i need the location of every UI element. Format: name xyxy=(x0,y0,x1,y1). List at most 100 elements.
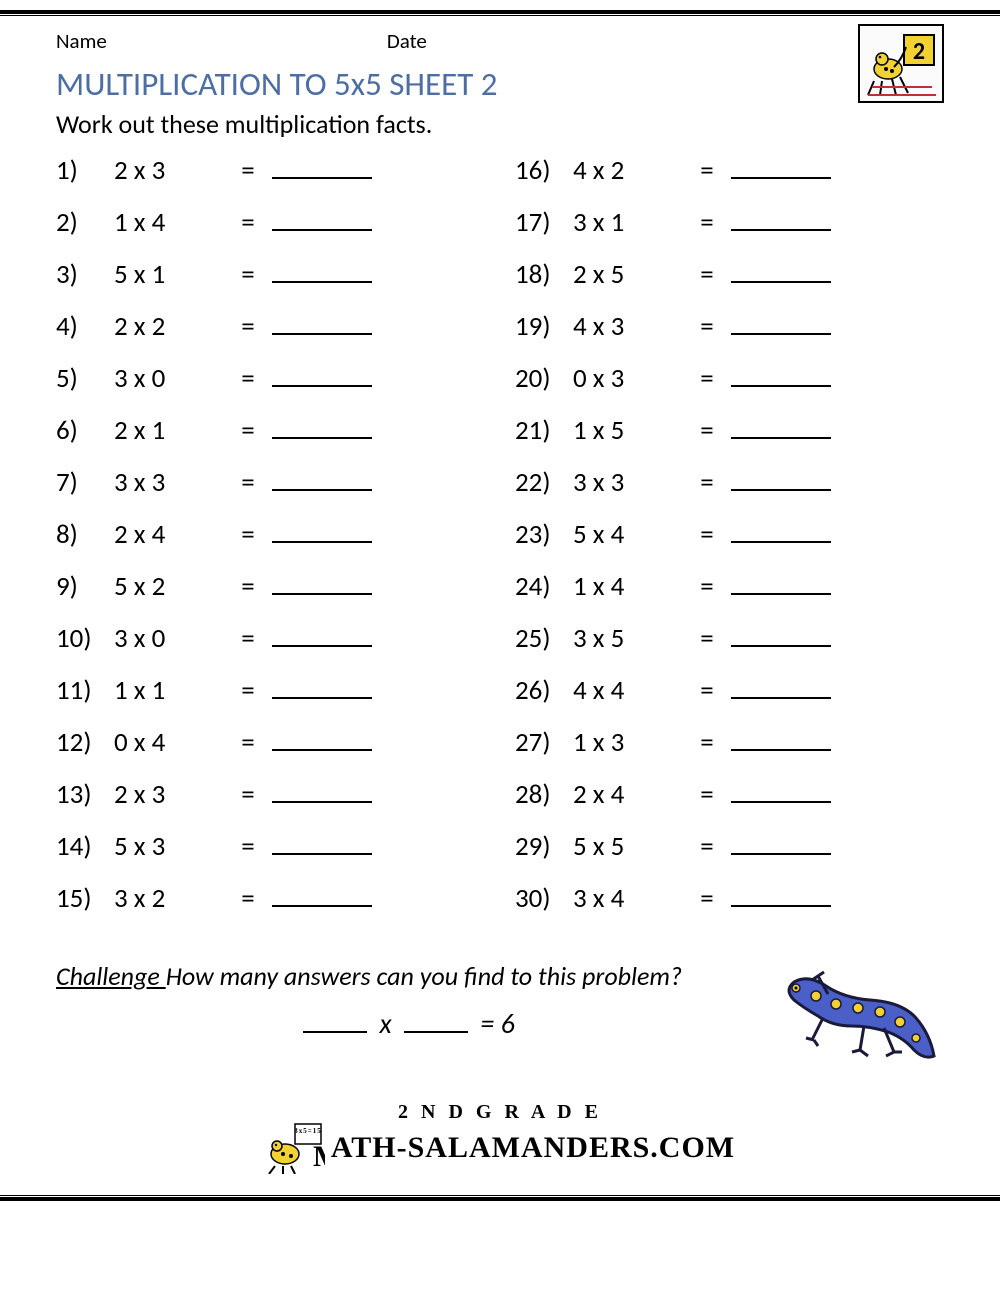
equals-sign: = xyxy=(224,622,272,655)
equals-sign: = xyxy=(683,310,731,343)
answer-blank[interactable] xyxy=(272,728,372,751)
problem-number: 4) xyxy=(56,310,114,343)
answer-blank[interactable] xyxy=(272,468,372,491)
problem-expression: 1 x 4 xyxy=(114,206,224,239)
equals-sign: = xyxy=(224,414,272,447)
answer-blank[interactable] xyxy=(272,312,372,335)
answer-blank[interactable] xyxy=(272,156,372,179)
equals-sign: = xyxy=(224,466,272,499)
problem-row: 17)3 x 1= xyxy=(515,206,944,239)
problem-row: 5)3 x 0= xyxy=(56,362,485,395)
answer-blank[interactable] xyxy=(272,572,372,595)
equals-sign: = xyxy=(224,778,272,811)
answer-blank[interactable] xyxy=(731,364,831,387)
answer-blank[interactable] xyxy=(731,520,831,543)
problem-expression: 5 x 1 xyxy=(114,258,224,291)
answer-blank[interactable] xyxy=(731,260,831,283)
challenge-equation: x = 6 xyxy=(56,1006,756,1041)
problem-row: 14)5 x 3= xyxy=(56,830,485,863)
answer-blank[interactable] xyxy=(731,312,831,335)
problem-number: 28) xyxy=(515,778,573,811)
equals-sign: = xyxy=(224,830,272,863)
answer-blank[interactable] xyxy=(272,416,372,439)
problem-row: 21)1 x 5= xyxy=(515,414,944,447)
equals-sign: = xyxy=(224,518,272,551)
footer-site-text: ATH-SALAMANDERS.COM xyxy=(331,1131,735,1165)
footer-logo-icon: 3x5=15 M xyxy=(265,1122,325,1174)
problem-expression: 4 x 4 xyxy=(573,674,683,707)
problem-expression: 2 x 4 xyxy=(573,778,683,811)
answer-blank[interactable] xyxy=(731,676,831,699)
challenge-blank[interactable] xyxy=(404,1009,468,1033)
answer-blank[interactable] xyxy=(731,780,831,803)
problem-number: 17) xyxy=(515,206,573,239)
problem-expression: 4 x 3 xyxy=(573,310,683,343)
equals-sign: = xyxy=(224,154,272,187)
answer-blank[interactable] xyxy=(731,832,831,855)
answer-blank[interactable] xyxy=(272,520,372,543)
answer-blank[interactable] xyxy=(272,676,372,699)
problem-row: 25)3 x 5= xyxy=(515,622,944,655)
problem-expression: 1 x 3 xyxy=(573,726,683,759)
answer-blank[interactable] xyxy=(731,156,831,179)
problem-number: 12) xyxy=(56,726,114,759)
equals-sign: = xyxy=(683,154,731,187)
badge-number: 2 xyxy=(913,37,925,66)
answer-blank[interactable] xyxy=(272,624,372,647)
problem-expression: 1 x 5 xyxy=(573,414,683,447)
problem-number: 9) xyxy=(56,570,114,603)
problem-row: 1)2 x 3= xyxy=(56,154,485,187)
problem-expression: 2 x 3 xyxy=(114,778,224,811)
answer-blank[interactable] xyxy=(731,468,831,491)
equals-sign: = xyxy=(683,882,731,915)
problem-expression: 3 x 4 xyxy=(573,882,683,915)
problem-number: 22) xyxy=(515,466,573,499)
instructions: Work out these multiplication facts. xyxy=(56,108,858,140)
problems-grid: 1)2 x 3=2)1 x 4=3)5 x 1=4)2 x 2=5)3 x 0=… xyxy=(0,154,1000,934)
problem-row: 2)1 x 4= xyxy=(56,206,485,239)
answer-blank[interactable] xyxy=(731,208,831,231)
challenge-blank[interactable] xyxy=(303,1009,367,1033)
answer-blank[interactable] xyxy=(731,572,831,595)
problems-left-column: 1)2 x 3=2)1 x 4=3)5 x 1=4)2 x 2=5)3 x 0=… xyxy=(56,154,485,934)
answer-blank[interactable] xyxy=(272,364,372,387)
answer-blank[interactable] xyxy=(272,884,372,907)
problem-expression: 2 x 5 xyxy=(573,258,683,291)
page-title: MULTIPLICATION TO 5x5 SHEET 2 xyxy=(56,64,858,104)
answer-blank[interactable] xyxy=(272,208,372,231)
problem-number: 2) xyxy=(56,206,114,239)
problem-expression: 2 x 1 xyxy=(114,414,224,447)
problem-row: 22)3 x 3= xyxy=(515,466,944,499)
answer-blank[interactable] xyxy=(272,832,372,855)
footer-grade: 2 N D G R A D E xyxy=(0,1101,1000,1124)
answer-blank[interactable] xyxy=(731,728,831,751)
rule-top xyxy=(0,10,1000,16)
badge-icon: 2 xyxy=(862,29,940,99)
equals-sign: = xyxy=(683,622,731,655)
footer: 2 N D G R A D E 3x5=15 M ATH-SALAMANDERS… xyxy=(0,1087,1000,1191)
answer-blank[interactable] xyxy=(731,416,831,439)
svg-text:M: M xyxy=(313,1140,325,1173)
problem-number: 25) xyxy=(515,622,573,655)
equals-sign: = xyxy=(683,778,731,811)
problem-number: 11) xyxy=(56,674,114,707)
answer-blank[interactable] xyxy=(731,884,831,907)
equals-sign: = xyxy=(224,310,272,343)
problem-number: 1) xyxy=(56,154,114,187)
name-date-row: Name Date xyxy=(0,22,1000,58)
problem-number: 26) xyxy=(515,674,573,707)
answer-blank[interactable] xyxy=(272,780,372,803)
problem-expression: 4 x 2 xyxy=(573,154,683,187)
problem-row: 20)0 x 3= xyxy=(515,362,944,395)
problem-number: 13) xyxy=(56,778,114,811)
answer-blank[interactable] xyxy=(731,624,831,647)
name-label: Name xyxy=(56,28,107,54)
problem-expression: 2 x 2 xyxy=(114,310,224,343)
equals-sign: = xyxy=(224,206,272,239)
problem-number: 6) xyxy=(56,414,114,447)
answer-blank[interactable] xyxy=(272,260,372,283)
equals-sign: = xyxy=(224,362,272,395)
problem-number: 16) xyxy=(515,154,573,187)
problem-number: 15) xyxy=(56,882,114,915)
problem-number: 23) xyxy=(515,518,573,551)
